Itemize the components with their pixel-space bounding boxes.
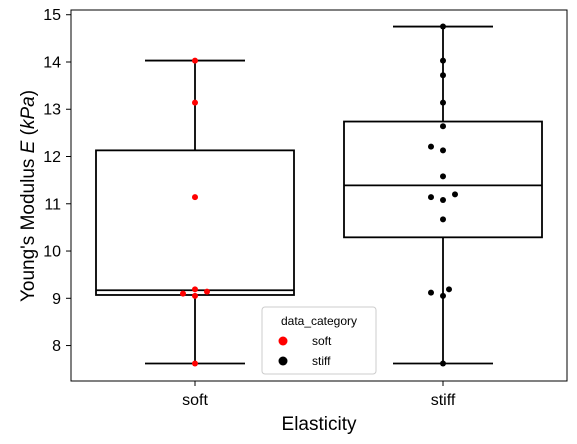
point-stiff-11 (440, 123, 446, 130)
point-stiff-12 (440, 99, 446, 106)
point-soft-5 (192, 194, 198, 201)
point-soft-0 (192, 360, 198, 367)
point-stiff-4 (440, 216, 446, 223)
point-stiff-3 (446, 286, 452, 293)
point-soft-7 (192, 57, 198, 64)
legend-label-stiff: stiff (312, 354, 331, 368)
point-soft-6 (192, 99, 198, 106)
point-stiff-2 (428, 289, 434, 296)
x-tick-label-soft: soft (182, 392, 208, 409)
y-tick-label-14: 14 (43, 54, 61, 71)
x-axis: soft stiff (182, 381, 456, 409)
point-soft-1 (192, 292, 198, 299)
points-layer (180, 23, 458, 367)
point-soft-4 (192, 286, 198, 293)
point-stiff-10 (428, 143, 434, 150)
y-axis: 8 9 10 11 12 13 14 15 (43, 7, 71, 355)
point-soft-3 (204, 288, 210, 295)
y-tick-label-8: 8 (52, 338, 61, 355)
point-stiff-5 (440, 196, 446, 203)
legend-marker-soft (278, 336, 288, 346)
y-axis-title: Young's Modulus E (kPa) (18, 90, 39, 302)
legend-frame (261, 306, 377, 375)
x-tick-label-stiff: stiff (431, 392, 456, 409)
point-stiff-9 (440, 147, 446, 154)
y-tick-label-10: 10 (43, 244, 61, 261)
point-stiff-1 (440, 292, 446, 299)
legend-marker-stiff (278, 356, 288, 366)
plot-frame (70, 9, 568, 382)
x-axis-title: Elasticity (282, 414, 357, 435)
y-tick-label-15: 15 (43, 7, 61, 24)
point-stiff-14 (440, 57, 446, 64)
point-soft-2 (180, 290, 186, 297)
y-tick-label-11: 11 (44, 196, 61, 213)
legend-label-soft: soft (312, 334, 332, 348)
y-tick-label-13: 13 (43, 102, 61, 119)
y-tick-label-12: 12 (43, 149, 61, 166)
box-soft (95, 149, 295, 296)
point-stiff-15 (440, 23, 446, 30)
box-stiff (343, 120, 543, 239)
legend-title: data_category (281, 314, 357, 328)
point-stiff-6 (428, 194, 434, 201)
point-stiff-7 (452, 191, 458, 198)
point-stiff-13 (440, 72, 446, 79)
point-stiff-8 (440, 173, 446, 180)
point-stiff-0 (440, 360, 446, 367)
y-tick-label-9: 9 (52, 291, 61, 308)
legend: data_category soft stiff (261, 306, 377, 375)
